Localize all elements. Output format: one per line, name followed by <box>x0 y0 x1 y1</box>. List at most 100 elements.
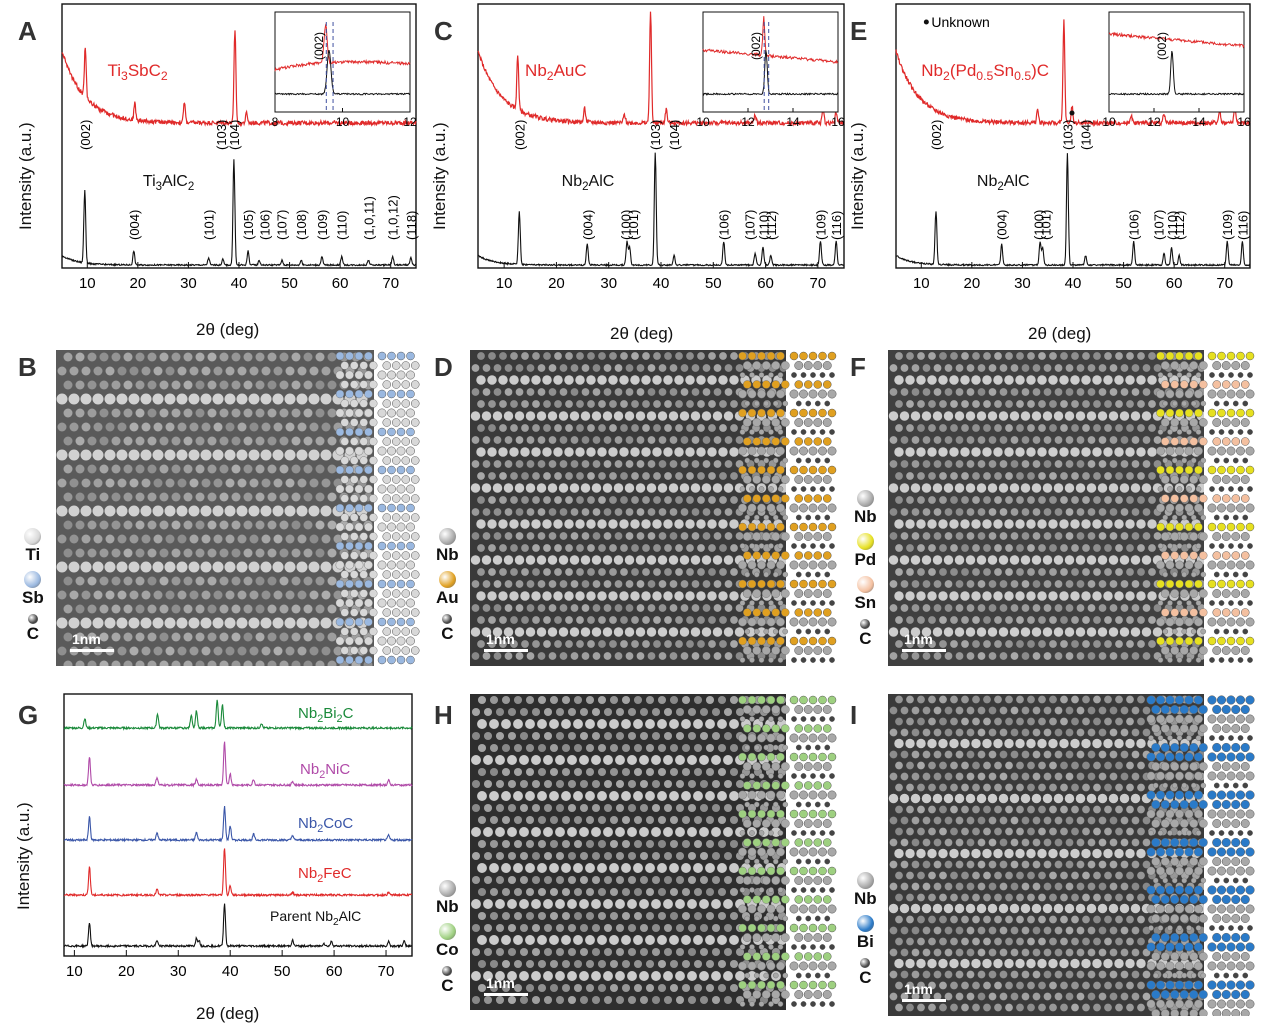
atom-column <box>207 548 217 558</box>
atom-column <box>519 899 529 909</box>
atom-column <box>1109 948 1118 957</box>
atom-column <box>729 791 739 801</box>
atom-column <box>906 695 914 704</box>
atom-column <box>1032 388 1041 396</box>
atom-column <box>1043 364 1052 372</box>
atom-column <box>597 447 607 457</box>
atom-column <box>994 981 1002 990</box>
model-atom-nb <box>1245 617 1255 627</box>
atom-column <box>707 519 717 529</box>
inlay-atom <box>1156 408 1165 418</box>
inlay-atom <box>777 600 784 606</box>
model-atom-nb <box>1236 389 1245 399</box>
atom-column <box>646 411 657 421</box>
atom-column <box>513 743 523 753</box>
inlay-atom <box>771 380 780 389</box>
inlay-atom <box>768 1001 774 1007</box>
atom-column <box>620 640 628 648</box>
atom-column <box>1065 652 1074 660</box>
atom-column <box>1076 388 1085 396</box>
atom-column <box>906 640 914 648</box>
atom-column <box>549 743 559 753</box>
atom-column <box>1005 1003 1013 1012</box>
atom-column <box>291 576 301 586</box>
atom-column <box>603 995 613 1005</box>
inlay-atom <box>771 589 781 598</box>
model-atom-nb <box>1207 446 1217 456</box>
model-atom-ti <box>382 646 391 655</box>
atom-column <box>645 935 655 945</box>
inset-peak-label: (002) <box>1155 32 1169 60</box>
model-atom-ti <box>392 551 401 560</box>
atom-column <box>597 719 607 729</box>
atom-column <box>687 875 697 885</box>
atom-column <box>236 561 248 573</box>
inlay-atom <box>369 627 378 636</box>
model-atom-nb <box>794 532 804 541</box>
atom-column <box>657 911 667 921</box>
inlay-atom <box>340 513 349 522</box>
model-atom-au <box>804 437 813 446</box>
atom-column <box>585 959 595 969</box>
atom-column <box>1059 519 1069 529</box>
atom-column <box>1126 937 1134 946</box>
atom-column <box>507 971 517 981</box>
inlay-atom <box>345 370 354 380</box>
atom-column <box>933 816 942 825</box>
atom-column <box>1141 483 1152 493</box>
model-atom-co <box>794 724 803 733</box>
inlay-atom <box>749 486 755 492</box>
atom-column <box>195 380 205 390</box>
atom-column <box>917 472 925 480</box>
atom-column <box>543 779 553 789</box>
x-tick-label: 10 <box>66 963 83 978</box>
atom-column <box>543 472 551 480</box>
inlay-atom <box>738 389 747 399</box>
model-atom-nb <box>1231 418 1241 427</box>
atom-column <box>573 839 583 849</box>
atom-column <box>510 352 518 360</box>
atom-column <box>499 424 507 432</box>
atom-column <box>531 899 541 909</box>
inlay-atom <box>758 1001 765 1007</box>
atom-column <box>917 568 925 576</box>
atom-column <box>680 364 689 372</box>
model-atom-c <box>819 600 826 606</box>
atom-column <box>123 492 133 502</box>
model-atom-au <box>827 522 837 532</box>
atom-column <box>1049 568 1057 576</box>
atom-column <box>152 617 164 629</box>
model-atom-c <box>1232 400 1239 407</box>
atom-column <box>723 707 733 717</box>
atom-column <box>687 851 697 861</box>
inlay-atom <box>752 646 762 655</box>
atom-column <box>933 948 942 957</box>
atom-column <box>944 992 953 1001</box>
inlay-atom <box>1199 608 1208 617</box>
inlay-atom <box>758 830 765 836</box>
inlay-atom <box>738 503 747 513</box>
atom-column <box>80 617 92 629</box>
atom-column <box>561 839 571 849</box>
atom-column <box>570 460 579 468</box>
atom-column <box>928 640 936 648</box>
atom-column <box>93 590 103 600</box>
model-atom-c <box>795 744 802 751</box>
atom-column <box>633 983 643 993</box>
model-atom-nb <box>818 733 827 743</box>
atom-column <box>243 464 253 474</box>
inlay-atom <box>749 773 755 779</box>
atom-column <box>988 652 997 660</box>
inlay-atom <box>743 952 752 961</box>
atom-column <box>476 375 486 385</box>
atom-column <box>1053 793 1064 804</box>
atom-column <box>1032 882 1041 891</box>
atom-column <box>554 616 562 624</box>
model-atom-nb <box>822 876 832 885</box>
atom-column <box>1032 772 1041 781</box>
atom-column <box>105 534 115 544</box>
atom-column <box>1009 411 1020 421</box>
atom-column <box>129 422 139 432</box>
atom-column <box>470 483 481 493</box>
atom-column <box>944 508 953 516</box>
